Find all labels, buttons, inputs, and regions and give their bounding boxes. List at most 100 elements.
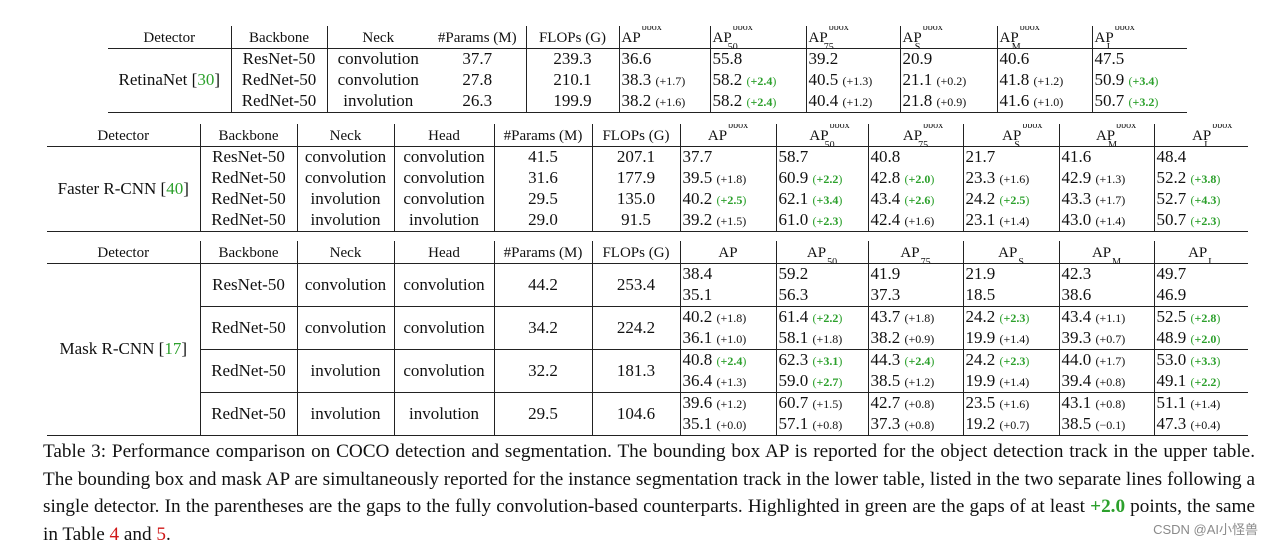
backbone-cell: RedNet-50	[199, 209, 297, 232]
caption-text: points, the same in Table	[43, 496, 1255, 545]
table-row: RedNet-50 involution convolution 29.5 135.0 4…	[47, 188, 1248, 210]
metric-cell: 52.7 (+4.3)	[1153, 188, 1248, 210]
ap-subscript: L	[1106, 42, 1113, 49]
metric-value: 49.1	[1156, 370, 1187, 390]
table-ref-link[interactable]: 5	[156, 523, 167, 545]
header-flops: FLOPs (G)	[591, 241, 680, 264]
metric-gap: (+1.5)	[716, 213, 747, 228]
ap-bbox-superscript: bbox	[923, 124, 944, 131]
params-cell: 27.8	[462, 70, 493, 90]
metric-cell-box: 62.3 (+3.1)	[775, 348, 868, 371]
metric-cell: 39.2 (+1.5)	[679, 209, 776, 232]
metric-cell-box: 60.7 (+1.5)	[775, 391, 868, 414]
metric-cell-mask: 38.6	[1058, 284, 1154, 307]
metric-value: 62.3	[778, 349, 809, 369]
caption-highlight: +2.0	[1090, 496, 1126, 517]
metric-value: 19.2	[965, 413, 996, 433]
header-params: #Params (M)	[429, 26, 526, 49]
metric-gap: (+2.3)	[812, 213, 843, 228]
metric-cell-mask: 58.1 (+1.8)	[775, 327, 868, 350]
metric-gap: (+1.2)	[1033, 73, 1064, 88]
ap-text: AP	[1095, 128, 1116, 144]
ap-bbox-superscript: bbox	[732, 26, 753, 33]
metric-gap: (+1.4)	[999, 213, 1030, 228]
metric-value: 19.9	[965, 370, 996, 390]
metric-value: 24.2	[965, 188, 996, 208]
ap-text: AP	[900, 245, 920, 261]
metric-gap: (+1.5)	[812, 396, 843, 411]
header-apl-bbox: APbbox L	[1091, 26, 1187, 49]
metric-cell: 23.1 (+1.4)	[962, 209, 1059, 232]
metric-cell-box: 51.1 (+1.4)	[1153, 391, 1248, 414]
metric-cell: 39.2	[805, 48, 900, 70]
metric-gap: (+2.3)	[999, 353, 1030, 368]
table-row: 35.1 (+0.0) 57.1 (+0.8) 37.3 (+0.8) 19.2 (+…	[47, 413, 1248, 436]
metric-value: 24.2	[965, 349, 996, 369]
table-header-row: Detector Backbone Neck Head #Params (M) …	[47, 241, 1248, 264]
head-cell: convolution	[393, 348, 494, 393]
metric-gap: (+2.0)	[904, 171, 935, 186]
metric-gap: (+2.8)	[1190, 310, 1221, 325]
neck-cell: involution	[296, 348, 394, 393]
header-ap75-bbox: APbbox 75	[867, 124, 963, 147]
metric-cell: 39.5 (+1.8)	[679, 167, 776, 189]
params-cell: 34.2	[493, 305, 592, 350]
ap-header-label: APbbox 50	[809, 124, 849, 147]
metric-value: 38.3	[621, 69, 652, 89]
ap-subscript: 50	[824, 140, 835, 147]
ap-bbox-superscript: bbox	[1019, 26, 1040, 33]
ap-header-label: APbbox	[622, 26, 662, 48]
ap-text: AP	[1002, 128, 1022, 144]
metric-value: 44.0	[1061, 349, 1092, 369]
metric-cell-box: 61.4 (+2.2)	[775, 305, 868, 328]
backbone-cell: RedNet-50	[230, 90, 327, 113]
metric-cell-mask: 56.3	[775, 284, 868, 307]
metric-gap: (+1.7)	[1095, 353, 1126, 368]
metric-value: 23.5	[965, 392, 996, 412]
citation-link[interactable]: 17	[164, 339, 182, 359]
ap-text: AP	[902, 30, 922, 46]
metric-gap: (+1.3)	[842, 73, 873, 88]
citation-link[interactable]: 30	[197, 70, 215, 90]
table-row: RedNet-50 involution convolution 32.2 181.3 4…	[47, 348, 1248, 393]
metric-value: 41.9	[870, 264, 901, 284]
detector-name: Faster R-CNN [40]	[47, 146, 200, 232]
ap-header-label: AP	[718, 245, 737, 261]
ap-text: AP	[902, 128, 923, 144]
backbone-cell: RedNet-50	[199, 391, 297, 436]
metric-cell: 21.8 (+0.9)	[899, 90, 997, 113]
params-cell: 29.5	[493, 391, 592, 436]
table-ref-link[interactable]: 4	[109, 523, 120, 545]
flops-cell: 207.1	[591, 146, 680, 168]
table-row: RedNet-50 convolution convolution 31.6 177.9…	[47, 167, 1248, 189]
header-ap: AP	[679, 241, 776, 264]
head-cell: convolution	[393, 188, 494, 210]
metric-cell-box: 21.9	[962, 263, 1059, 285]
neck-cell: convolution	[296, 167, 394, 189]
metric-cell-mask: 36.4 (+1.3)	[679, 370, 776, 393]
metric-cell-box: 42.7 (+0.8)	[867, 391, 963, 414]
metric-cell-box: 43.7 (+1.8)	[867, 305, 963, 328]
detector-bracket: ]	[183, 178, 189, 198]
metric-cell: 42.9 (+1.3)	[1058, 167, 1154, 189]
ap-bbox-superscript: bbox	[728, 124, 749, 131]
metric-cell-mask: 38.2 (+0.9)	[867, 327, 963, 350]
metric-value: 43.1	[1061, 392, 1092, 412]
ap-subscript: 75	[920, 257, 931, 264]
header-neck: Neck	[296, 124, 394, 147]
metric-gap: (+1.2)	[716, 396, 747, 411]
metric-gap: (+4.3)	[1190, 192, 1221, 207]
backbone-cell: ResNet-50	[199, 263, 297, 307]
metric-cell-mask: 37.3 (+0.8)	[867, 413, 963, 436]
metric-value: 43.3	[1061, 188, 1092, 208]
citation-link[interactable]: 40	[166, 178, 184, 198]
metric-gap: (+0.2)	[936, 73, 967, 88]
metric-cell: 48.4	[1153, 146, 1248, 168]
metric-value: 52.2	[1156, 167, 1187, 187]
metric-cell-mask: 38.5 (−0.1)	[1058, 413, 1154, 436]
metric-value: 36.4	[682, 370, 713, 390]
metric-gap: (+2.0)	[1190, 331, 1221, 346]
metric-value: 47.3	[1156, 413, 1187, 433]
detector-label: RetinaNet [	[118, 70, 198, 90]
neck-cell: convolution	[296, 146, 394, 168]
